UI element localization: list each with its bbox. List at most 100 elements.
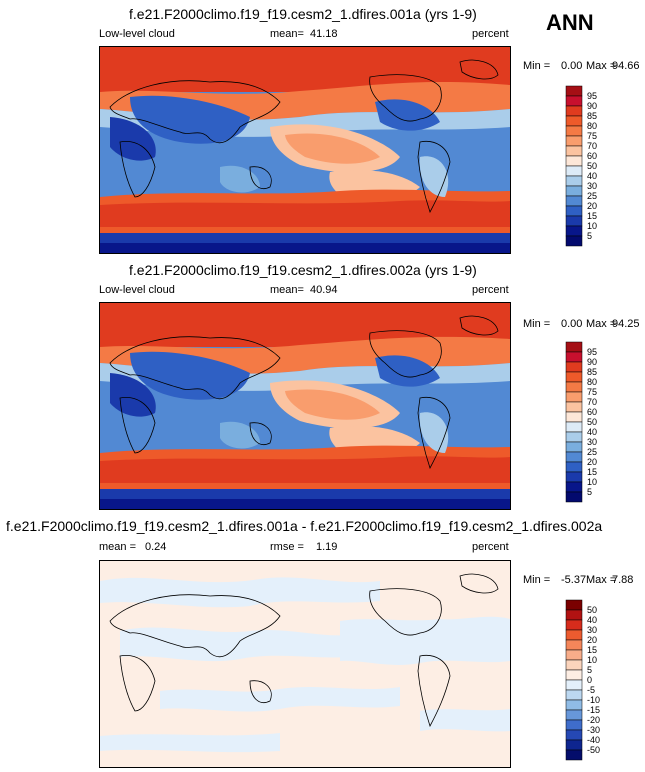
panel1-map xyxy=(99,46,511,254)
panel1-colorbar-tick-label: 60 xyxy=(587,151,597,161)
panel3-colorbar-tick-label: 10 xyxy=(587,655,597,665)
panel3-mean-label: mean = xyxy=(99,541,136,553)
panel2-min-value: 0.00 xyxy=(561,318,583,330)
panel3-colorbar-box xyxy=(565,649,583,661)
panel2-colorbar-tick-label: 90 xyxy=(587,357,597,367)
panel3-colorbar-tick-label: 30 xyxy=(587,625,597,635)
panel2-max-label: Max = xyxy=(586,318,617,330)
panel1-map-field xyxy=(100,47,510,253)
panel3-colorbar-box xyxy=(565,639,583,651)
panel3-colorbar-box xyxy=(565,619,583,631)
panel1-colorbar-box xyxy=(565,125,583,137)
panel2-colorbar: 95 90 85 80 75 70 60 50 40 30 25 20 15 10 5 xyxy=(565,341,626,503)
panel1-colorbar-tick-label: 20 xyxy=(587,201,597,211)
panel3-colorbar-tick-label: -20 xyxy=(587,715,600,725)
panel1-units: percent xyxy=(472,28,509,40)
panel1-colorbar-tick-label: 15 xyxy=(587,211,597,221)
panel3-colorbar-tick-label: 5 xyxy=(587,665,592,675)
panel1-min-label: Min = xyxy=(523,60,551,72)
panel3-rmse-value: 1.19 xyxy=(316,541,338,553)
panel2-colorbar-box xyxy=(565,461,583,473)
panel1-colorbar-box xyxy=(565,95,583,107)
panel2-colorbar-box xyxy=(565,371,583,383)
panel1-colorbar-tick-label: 50 xyxy=(587,161,597,171)
panel2-colorbar-box xyxy=(565,391,583,403)
panel3-max-label: Max = xyxy=(586,574,617,586)
panel3-colorbar-box xyxy=(565,669,583,681)
panel3-map xyxy=(99,560,511,768)
panel3-colorbar-box xyxy=(565,739,583,751)
panel3-max-value: 7.88 xyxy=(612,574,634,586)
panel3-colorbar-box xyxy=(565,629,583,641)
panel2-mean-label: mean= xyxy=(270,284,304,296)
panel3-colorbar-tick-label: -50 xyxy=(587,745,600,755)
panel1-colorbar-box xyxy=(565,175,583,187)
panel2-colorbar-tick-label: 15 xyxy=(587,467,597,477)
panel1-title: f.e21.F2000climo.f19_f19.cesm2_1.dfires.… xyxy=(129,6,477,22)
panel2-min-label: Min = xyxy=(523,318,551,330)
panel1-colorbar-box xyxy=(565,225,583,237)
panel3-colorbar-tick-label: 0 xyxy=(587,675,592,685)
panel3-map-field xyxy=(100,561,510,767)
panel2-colorbar-tick-label: 25 xyxy=(587,447,597,457)
panel3-rmse-label: rmse = xyxy=(270,541,304,553)
panel1-colorbar-box xyxy=(565,135,583,147)
panel3-colorbar-tick-label: 15 xyxy=(587,645,597,655)
panel2-colorbar-box xyxy=(565,431,583,443)
panel2-colorbar-tick-label: 80 xyxy=(587,377,597,387)
panel3-colorbar-box xyxy=(565,709,583,721)
panel2-colorbar-tick-label: 75 xyxy=(587,387,597,397)
panel1-colorbar-box xyxy=(565,85,583,97)
panel2-colorbar-tick-label: 60 xyxy=(587,407,597,417)
panel2-colorbar-box xyxy=(565,341,583,353)
season-label: ANN xyxy=(546,10,594,35)
panel2-colorbar-box xyxy=(565,411,583,423)
panel2-colorbar-box xyxy=(565,441,583,453)
panel3-colorbar-tick-label: -5 xyxy=(587,685,595,695)
panel1-max-label: Max = xyxy=(586,60,617,72)
panel2-colorbar-box xyxy=(565,351,583,363)
panel1-max-value: 94.66 xyxy=(612,60,640,72)
panel2-colorbar-box xyxy=(565,451,583,463)
panel2-colorbar-box xyxy=(565,421,583,433)
panel1-colorbar-box xyxy=(565,235,583,247)
panel3-min-value: -5.37 xyxy=(561,574,587,586)
panel1-colorbar-box xyxy=(565,215,583,227)
panel2-colorbar-tick-label: 70 xyxy=(587,397,597,407)
panel2-colorbar-box xyxy=(565,401,583,413)
panel2-units: percent xyxy=(472,284,509,296)
panel1-colorbar-box xyxy=(565,115,583,127)
panel1-left-label: Low-level cloud xyxy=(99,28,175,40)
panel1-colorbar-tick-label: 30 xyxy=(587,181,597,191)
panel3-colorbar-box xyxy=(565,699,583,711)
panel2-colorbar-box xyxy=(565,481,583,493)
panel2-max-value: 94.25 xyxy=(612,318,640,330)
panel3-colorbar-tick-label: -30 xyxy=(587,725,600,735)
panel2-mean-value: 40.94 xyxy=(310,284,338,296)
panel1-colorbar-box xyxy=(565,105,583,117)
panel2-colorbar-box xyxy=(565,381,583,393)
panel2-colorbar-tick-label: 20 xyxy=(587,457,597,467)
panel1-colorbar-tick-label: 40 xyxy=(587,171,597,181)
panel2-map xyxy=(99,302,511,510)
panel2-map-field xyxy=(100,303,510,509)
panel3-colorbar-tick-label: -15 xyxy=(587,705,600,715)
panel1-min-value: 0.00 xyxy=(561,60,583,72)
panel1-colorbar-box xyxy=(565,165,583,177)
panel3-min-label: Min = xyxy=(523,574,551,586)
panel2-colorbar-tick-label: 50 xyxy=(587,417,597,427)
panel1-colorbar-box xyxy=(565,195,583,207)
panel3-colorbar-box xyxy=(565,659,583,671)
panel2-colorbar-tick-label: 40 xyxy=(587,427,597,437)
panel1-colorbar-tick-label: 95 xyxy=(587,91,597,101)
panel2-left-label: Low-level cloud xyxy=(99,284,175,296)
panel3-mean-value: 0.24 xyxy=(145,541,167,553)
panel3-title: f.e21.F2000climo.f19_f19.cesm2_1.dfires.… xyxy=(6,518,603,534)
panel1-colorbar: 95 90 85 80 75 70 60 50 40 30 25 20 15 10 5 xyxy=(565,85,626,247)
panel1-mean-value: 41.18 xyxy=(310,28,338,40)
panel3-colorbar-box xyxy=(565,719,583,731)
panel2-colorbar-tick-label: 95 xyxy=(587,347,597,357)
